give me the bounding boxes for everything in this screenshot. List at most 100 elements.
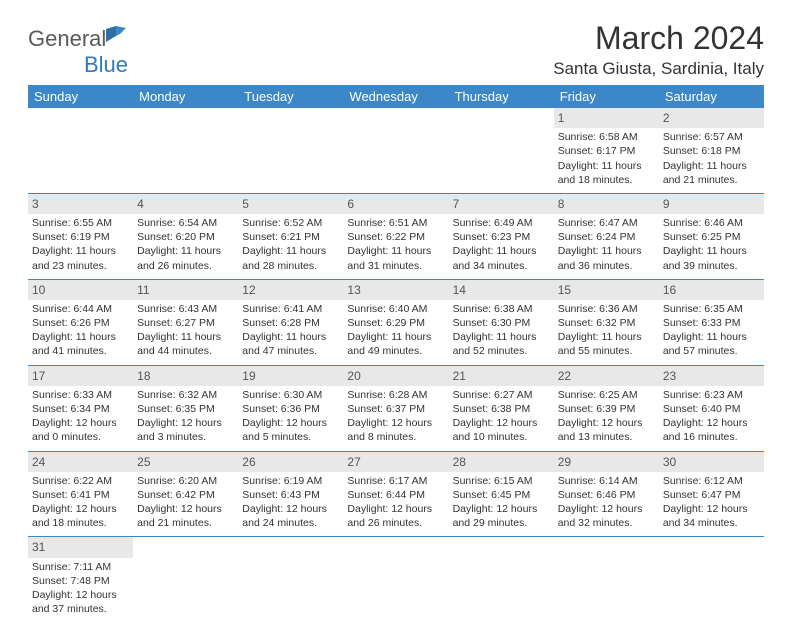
day-number-bar: 8 bbox=[554, 194, 659, 214]
day-number-bar: 10 bbox=[28, 280, 133, 300]
cell-line: Daylight: 12 hours bbox=[242, 502, 339, 516]
cell-line: Sunset: 6:35 PM bbox=[137, 402, 234, 416]
day-number: 3 bbox=[32, 197, 39, 211]
weekday-header: Tuesday bbox=[238, 85, 343, 108]
cell-line: Sunrise: 6:20 AM bbox=[137, 474, 234, 488]
day-number: 21 bbox=[453, 369, 466, 383]
calendar-cell: 8Sunrise: 6:47 AMSunset: 6:24 PMDaylight… bbox=[554, 193, 659, 279]
cell-line: Sunrise: 6:47 AM bbox=[558, 216, 655, 230]
calendar-row: 24Sunrise: 6:22 AMSunset: 6:41 PMDayligh… bbox=[28, 451, 764, 537]
day-number: 4 bbox=[137, 197, 144, 211]
cell-line: and 47 minutes. bbox=[242, 344, 339, 358]
brand-logo: General Blue bbox=[28, 26, 128, 78]
cell-line: Sunrise: 6:32 AM bbox=[137, 388, 234, 402]
calendar-cell-empty bbox=[133, 537, 238, 622]
day-number-bar: 15 bbox=[554, 280, 659, 300]
calendar-cell: 4Sunrise: 6:54 AMSunset: 6:20 PMDaylight… bbox=[133, 193, 238, 279]
calendar-cell: 20Sunrise: 6:28 AMSunset: 6:37 PMDayligh… bbox=[343, 365, 448, 451]
cell-line: Sunset: 6:28 PM bbox=[242, 316, 339, 330]
day-number: 7 bbox=[453, 197, 460, 211]
calendar-cell: 9Sunrise: 6:46 AMSunset: 6:25 PMDaylight… bbox=[659, 193, 764, 279]
day-number-bar: 24 bbox=[28, 452, 133, 472]
cell-line: Sunset: 6:38 PM bbox=[453, 402, 550, 416]
cell-line: Sunset: 6:22 PM bbox=[347, 230, 444, 244]
day-number-bar: 21 bbox=[449, 366, 554, 386]
calendar-cell: 18Sunrise: 6:32 AMSunset: 6:35 PMDayligh… bbox=[133, 365, 238, 451]
day-number: 11 bbox=[137, 283, 149, 297]
cell-line: Sunrise: 6:51 AM bbox=[347, 216, 444, 230]
cell-line: Sunrise: 6:33 AM bbox=[32, 388, 129, 402]
cell-line: Sunrise: 6:17 AM bbox=[347, 474, 444, 488]
cell-line: Daylight: 11 hours bbox=[453, 244, 550, 258]
cell-line: Daylight: 11 hours bbox=[137, 244, 234, 258]
cell-line: and 18 minutes. bbox=[32, 516, 129, 530]
cell-line: Sunrise: 6:43 AM bbox=[137, 302, 234, 316]
weekday-header: Friday bbox=[554, 85, 659, 108]
cell-line: and 29 minutes. bbox=[453, 516, 550, 530]
cell-line: Sunset: 6:32 PM bbox=[558, 316, 655, 330]
day-number-bar: 11 bbox=[133, 280, 238, 300]
calendar-cell: 15Sunrise: 6:36 AMSunset: 6:32 PMDayligh… bbox=[554, 279, 659, 365]
day-number: 10 bbox=[32, 283, 45, 297]
day-number-bar: 30 bbox=[659, 452, 764, 472]
day-number: 31 bbox=[32, 540, 45, 554]
calendar-cell: 12Sunrise: 6:41 AMSunset: 6:28 PMDayligh… bbox=[238, 279, 343, 365]
day-number-bar: 13 bbox=[343, 280, 448, 300]
day-number-bar: 28 bbox=[449, 452, 554, 472]
cell-line: Sunrise: 6:40 AM bbox=[347, 302, 444, 316]
cell-line: Sunset: 6:47 PM bbox=[663, 488, 760, 502]
weekday-header: Monday bbox=[133, 85, 238, 108]
cell-line: and 31 minutes. bbox=[347, 259, 444, 273]
cell-line: Sunset: 6:40 PM bbox=[663, 402, 760, 416]
cell-line: Sunset: 6:26 PM bbox=[32, 316, 129, 330]
day-number: 5 bbox=[242, 197, 249, 211]
weekday-header: Thursday bbox=[449, 85, 554, 108]
cell-line: and 34 minutes. bbox=[453, 259, 550, 273]
calendar-cell: 28Sunrise: 6:15 AMSunset: 6:45 PMDayligh… bbox=[449, 451, 554, 537]
calendar-cell: 3Sunrise: 6:55 AMSunset: 6:19 PMDaylight… bbox=[28, 193, 133, 279]
day-number-bar: 4 bbox=[133, 194, 238, 214]
calendar-cell: 27Sunrise: 6:17 AMSunset: 6:44 PMDayligh… bbox=[343, 451, 448, 537]
day-number: 27 bbox=[347, 455, 360, 469]
cell-line: Sunset: 6:42 PM bbox=[137, 488, 234, 502]
cell-line: Daylight: 11 hours bbox=[558, 159, 655, 173]
cell-line: Daylight: 11 hours bbox=[242, 330, 339, 344]
calendar-cell-empty bbox=[343, 108, 448, 193]
day-number: 28 bbox=[453, 455, 466, 469]
cell-line: Sunrise: 7:11 AM bbox=[32, 560, 129, 574]
calendar-table: SundayMondayTuesdayWednesdayThursdayFrid… bbox=[28, 85, 764, 622]
day-number-bar: 27 bbox=[343, 452, 448, 472]
cell-line: Daylight: 11 hours bbox=[242, 244, 339, 258]
cell-line: and 13 minutes. bbox=[558, 430, 655, 444]
cell-line: Sunset: 6:19 PM bbox=[32, 230, 129, 244]
day-number-bar: 9 bbox=[659, 194, 764, 214]
calendar-cell: 30Sunrise: 6:12 AMSunset: 6:47 PMDayligh… bbox=[659, 451, 764, 537]
cell-line: Sunrise: 6:54 AM bbox=[137, 216, 234, 230]
cell-line: Sunrise: 6:44 AM bbox=[32, 302, 129, 316]
day-number-bar: 14 bbox=[449, 280, 554, 300]
cell-line: and 21 minutes. bbox=[663, 173, 760, 187]
cell-line: Daylight: 12 hours bbox=[347, 502, 444, 516]
calendar-row: 1Sunrise: 6:58 AMSunset: 6:17 PMDaylight… bbox=[28, 108, 764, 193]
day-number: 16 bbox=[663, 283, 676, 297]
cell-line: and 28 minutes. bbox=[242, 259, 339, 273]
cell-line: Sunrise: 6:14 AM bbox=[558, 474, 655, 488]
cell-line: Sunset: 7:48 PM bbox=[32, 574, 129, 588]
calendar-cell: 5Sunrise: 6:52 AMSunset: 6:21 PMDaylight… bbox=[238, 193, 343, 279]
month-title: March 2024 bbox=[553, 20, 764, 57]
calendar-cell: 31Sunrise: 7:11 AMSunset: 7:48 PMDayligh… bbox=[28, 537, 133, 622]
day-number-bar: 6 bbox=[343, 194, 448, 214]
calendar-head: SundayMondayTuesdayWednesdayThursdayFrid… bbox=[28, 85, 764, 108]
cell-line: and 41 minutes. bbox=[32, 344, 129, 358]
cell-line: Sunrise: 6:49 AM bbox=[453, 216, 550, 230]
cell-line: and 26 minutes. bbox=[347, 516, 444, 530]
cell-line: Sunset: 6:39 PM bbox=[558, 402, 655, 416]
cell-line: Sunrise: 6:38 AM bbox=[453, 302, 550, 316]
calendar-cell: 14Sunrise: 6:38 AMSunset: 6:30 PMDayligh… bbox=[449, 279, 554, 365]
brand-part2: Blue bbox=[84, 52, 128, 77]
calendar-cell: 7Sunrise: 6:49 AMSunset: 6:23 PMDaylight… bbox=[449, 193, 554, 279]
day-number-bar: 19 bbox=[238, 366, 343, 386]
cell-line: Daylight: 11 hours bbox=[558, 330, 655, 344]
day-number: 8 bbox=[558, 197, 565, 211]
cell-line: Daylight: 12 hours bbox=[347, 416, 444, 430]
